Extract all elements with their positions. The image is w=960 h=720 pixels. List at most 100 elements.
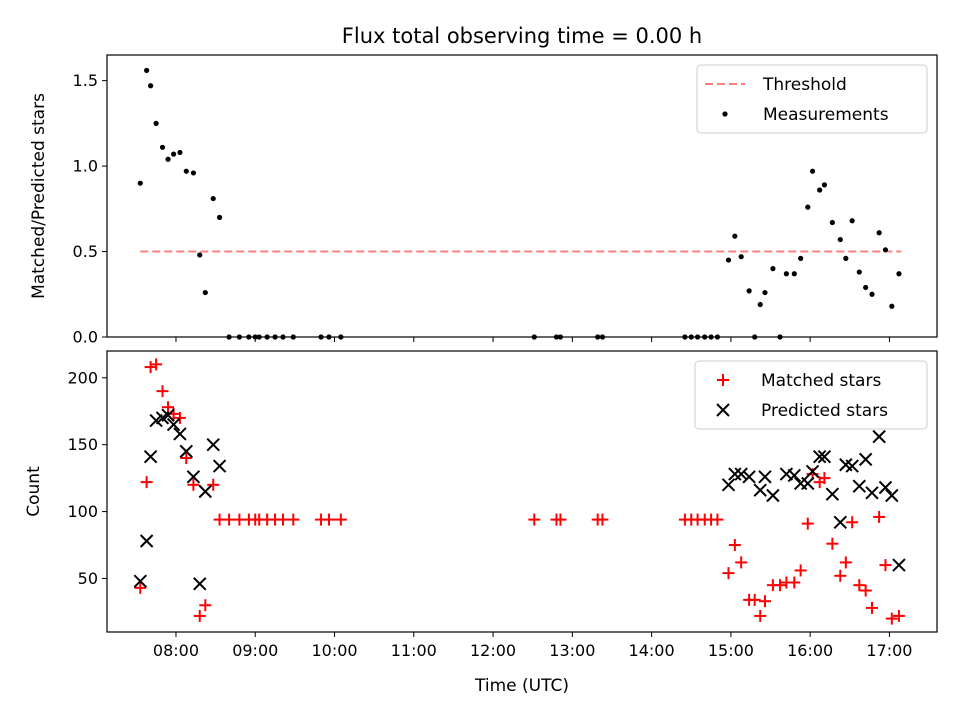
predicted-star-point bbox=[143, 450, 158, 464]
measurement-point bbox=[210, 195, 216, 202]
measurement-point bbox=[863, 284, 869, 291]
measurement-point bbox=[599, 334, 606, 340]
plot-2-xtick-label: 10:00 bbox=[311, 641, 357, 660]
plot-2-xtick-label: 12:00 bbox=[470, 641, 516, 660]
matched-star-point bbox=[207, 478, 220, 491]
matched-star-point bbox=[839, 556, 852, 569]
legend-label: Threshold bbox=[762, 75, 847, 95]
measurement-point bbox=[694, 334, 701, 340]
matched-star-point bbox=[788, 576, 801, 589]
matched-star-point bbox=[834, 569, 847, 582]
matched-star-point bbox=[187, 478, 200, 491]
matched-star-point bbox=[334, 513, 347, 526]
predicted-star-point bbox=[872, 429, 886, 444]
matched-star-point bbox=[892, 609, 905, 622]
measurement-point bbox=[197, 252, 203, 258]
matched-star-point bbox=[180, 452, 193, 465]
matched-star-point bbox=[144, 361, 157, 374]
measurement-point bbox=[770, 266, 776, 272]
predicted-star-point bbox=[805, 464, 820, 479]
plot-2-xtick-label: 15:00 bbox=[708, 641, 754, 660]
measurement-point bbox=[595, 334, 601, 340]
predicted-star-point bbox=[801, 476, 815, 491]
measurement-point bbox=[290, 334, 296, 340]
measurement-point bbox=[821, 182, 828, 188]
plot-2-ytick-label: 150 bbox=[67, 435, 98, 454]
measurement-point bbox=[757, 301, 763, 308]
predicted-star-point bbox=[865, 486, 879, 500]
matched-star-point bbox=[287, 513, 300, 526]
measurement-point bbox=[896, 271, 902, 277]
plot-2-ytick-label: 200 bbox=[67, 368, 98, 387]
measurement-point bbox=[153, 120, 159, 126]
plot-2-ylabel: Count bbox=[24, 466, 44, 517]
measurement-point bbox=[553, 334, 560, 340]
plot-1-ytick-label: 0.0 bbox=[73, 328, 98, 347]
measurement-point bbox=[889, 303, 895, 309]
measurement-point bbox=[805, 204, 811, 210]
measurement-point bbox=[849, 218, 855, 224]
legend-box bbox=[694, 360, 928, 430]
matched-star-point bbox=[728, 539, 741, 552]
predicted-star-point bbox=[734, 467, 748, 481]
legend-label: Predicted stars bbox=[761, 401, 888, 421]
measurement-point bbox=[318, 334, 324, 340]
matched-star-point bbox=[722, 567, 735, 580]
matched-star-point bbox=[826, 537, 839, 550]
measurement-point bbox=[791, 271, 797, 277]
matched-star-point bbox=[150, 358, 163, 371]
legend-measurement-swatch bbox=[722, 111, 728, 117]
measurement-point bbox=[246, 334, 252, 340]
plot-2-xtick-label: 16:00 bbox=[787, 641, 833, 660]
matched-star-point bbox=[758, 595, 771, 608]
predicted-star-point bbox=[742, 470, 756, 484]
plot-2-xtick-label: 11:00 bbox=[391, 641, 437, 660]
matched-star-point bbox=[528, 513, 541, 526]
measurement-point bbox=[702, 334, 708, 340]
plot-2-xtick-label: 13:00 bbox=[549, 641, 595, 660]
measurement-point bbox=[746, 288, 752, 294]
matched-star-point bbox=[193, 609, 206, 622]
plot-1-ylabel: Matched/Predicted stars bbox=[29, 93, 49, 299]
measurement-point bbox=[226, 334, 232, 340]
measurement-point bbox=[829, 219, 835, 226]
plot-1-frame bbox=[106, 54, 938, 338]
chart-title: Flux total observing time = 0.00 h bbox=[342, 24, 702, 48]
x-axis-label: Time (UTC) bbox=[474, 676, 569, 696]
predicted-star-point bbox=[812, 450, 827, 464]
measurement-point bbox=[137, 180, 143, 186]
measurement-point bbox=[256, 334, 262, 340]
measurement-point bbox=[732, 233, 738, 239]
matched-star-point bbox=[199, 599, 212, 612]
measurement-point bbox=[725, 257, 732, 263]
measurement-point bbox=[869, 291, 875, 297]
predicted-star-point bbox=[133, 574, 148, 588]
measurement-point bbox=[843, 255, 849, 261]
predicted-star-point bbox=[212, 459, 227, 473]
matched-star-point bbox=[846, 516, 859, 529]
predicted-star-point bbox=[852, 479, 867, 493]
predicted-star-point bbox=[179, 444, 193, 459]
measurement-point bbox=[752, 334, 758, 340]
measurement-point bbox=[326, 334, 332, 340]
plot-2-xtick-label: 08:00 bbox=[153, 641, 199, 660]
predicted-star-point bbox=[206, 437, 220, 452]
matched-star-point bbox=[774, 579, 787, 592]
plot-2-ytick-label: 100 bbox=[67, 502, 98, 521]
measurement-point bbox=[856, 269, 862, 275]
plot-2-frame bbox=[106, 350, 938, 633]
matched-star-point bbox=[162, 401, 175, 414]
predicted-star-point bbox=[758, 470, 772, 484]
measurement-point bbox=[338, 334, 344, 340]
measurement-point bbox=[170, 151, 177, 157]
measurement-point bbox=[144, 67, 150, 73]
measurement-point bbox=[202, 289, 208, 296]
matched-star-point bbox=[873, 510, 886, 523]
measurement-point bbox=[783, 271, 789, 277]
predicted-star-point bbox=[766, 488, 780, 503]
predicted-star-point bbox=[193, 577, 207, 591]
measurement-point bbox=[216, 214, 223, 220]
predicted-star-point bbox=[817, 450, 832, 464]
